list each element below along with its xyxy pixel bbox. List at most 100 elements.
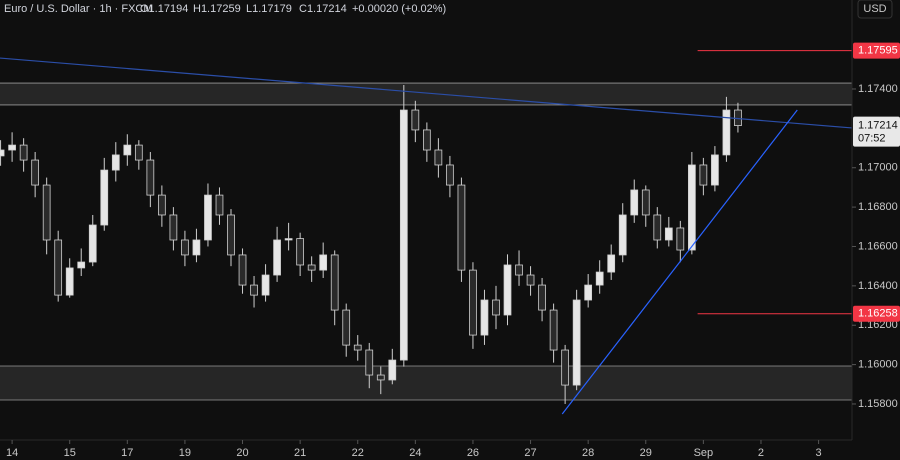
- candle-body: [722, 109, 731, 156]
- x-tick-label: 14: [6, 447, 18, 459]
- x-tick-label: 28: [582, 447, 594, 459]
- candle-body: [261, 274, 270, 296]
- candle-body: [526, 274, 535, 286]
- candle-body: [503, 264, 512, 316]
- candle-body: [146, 159, 155, 196]
- y-tick-label: 1.17400: [858, 83, 898, 95]
- candle-body: [492, 299, 500, 316]
- x-tick-label: 15: [64, 447, 76, 459]
- candle-body: [19, 144, 28, 161]
- candle-body: [250, 284, 258, 296]
- candle-body: [711, 154, 719, 186]
- header: Euro / U.S. Dollar · 1h · FXCM O1.17194 H…: [4, 3, 446, 15]
- x-tick-label: 27: [524, 447, 536, 459]
- candle-body: [31, 159, 39, 186]
- y-tick-label: 1.16600: [858, 240, 898, 252]
- y-tick-label: 1.16200: [858, 319, 898, 331]
- symbol-title: Euro / U.S. Dollar · 1h · FXCM: [4, 3, 153, 15]
- candle-body: [687, 164, 696, 251]
- candle-body: [0, 149, 5, 157]
- candle-body: [181, 239, 189, 256]
- ohlc-value: C1.17214: [299, 3, 347, 15]
- ohlc-value: L1.17179: [246, 3, 292, 15]
- candle-body: [641, 189, 650, 216]
- ohlc-value: O1.17194: [140, 3, 188, 15]
- candle-body: [284, 238, 293, 241]
- x-tick-label: 24: [409, 447, 421, 459]
- x-tick-label: 3: [816, 447, 822, 459]
- candle-body: [457, 184, 466, 271]
- y-tick-label: 1.16800: [858, 201, 898, 213]
- candle-body: [515, 264, 523, 276]
- candle-body: [88, 224, 97, 263]
- current-price-label: 1.17214: [858, 120, 898, 132]
- plot-area: [0, 50, 853, 415]
- level-tag: [853, 305, 900, 322]
- currency-label: USD: [863, 3, 886, 15]
- candle-body: [618, 214, 627, 256]
- level-label: 1.17595: [858, 45, 898, 57]
- candle-body: [342, 309, 351, 346]
- candle-body: [134, 144, 143, 161]
- candle-body: [411, 109, 420, 131]
- candle-body: [399, 109, 408, 361]
- y-tick-label: 1.16000: [858, 359, 898, 371]
- x-tick-label: 29: [640, 447, 652, 459]
- candle-body: [469, 269, 477, 336]
- candle-body: [42, 184, 51, 241]
- candle-body: [123, 144, 132, 156]
- candle-body: [100, 169, 109, 226]
- countdown-label: 07:52: [858, 133, 886, 145]
- x-tick-label: 2: [758, 447, 764, 459]
- candle-body: [111, 154, 120, 171]
- y-tick-label: 1.15800: [858, 398, 898, 410]
- y-tick-label: 1.17000: [858, 162, 898, 174]
- candle-body: [607, 254, 616, 273]
- x-tick-label: 22: [352, 447, 364, 459]
- candle-body: [77, 261, 86, 269]
- candle-body: [227, 214, 235, 256]
- y-tick-label: 1.16400: [858, 280, 898, 292]
- candle-body: [365, 349, 374, 376]
- candle-body: [584, 284, 593, 301]
- x-tick-label: Sep: [694, 447, 714, 459]
- change-value: +0.00020 (+0.02%): [352, 3, 446, 15]
- candle-body: [572, 299, 581, 386]
- x-tick-label: 20: [236, 447, 248, 459]
- candle-body: [54, 239, 63, 296]
- x-tick-label: 21: [294, 447, 306, 459]
- candle-body: [630, 189, 639, 216]
- candle-body: [215, 194, 224, 216]
- candle-body: [699, 164, 708, 186]
- candle-body: [158, 194, 166, 216]
- candle-body: [434, 149, 443, 166]
- candle-body: [376, 374, 385, 381]
- candle-body: [423, 129, 431, 151]
- candle-body: [192, 239, 201, 256]
- candle-body: [549, 309, 558, 351]
- candle-body: [446, 164, 454, 186]
- candle-body: [538, 284, 546, 311]
- ohlc-value: H1.17259: [193, 3, 241, 15]
- candle-body: [238, 254, 247, 286]
- candle-body: [595, 271, 604, 286]
- candle-body: [561, 349, 569, 386]
- candle-body: [65, 267, 74, 296]
- currency-button[interactable]: [857, 0, 893, 19]
- current-price-tag: [853, 116, 900, 147]
- x-tick-label: 19: [179, 447, 191, 459]
- trendline: [0, 57, 853, 129]
- zone: [0, 365, 852, 401]
- candle-body: [296, 238, 304, 266]
- candle-body: [273, 239, 281, 276]
- x-tick-label: 26: [467, 447, 479, 459]
- candle-body: [169, 214, 178, 241]
- x-tick-label: 17: [121, 447, 133, 459]
- candle-body: [8, 144, 16, 151]
- candle-body: [480, 299, 489, 336]
- candle-body: [664, 227, 673, 241]
- candle-body: [204, 194, 212, 241]
- trendline: [561, 109, 798, 415]
- candle-body: [388, 359, 397, 381]
